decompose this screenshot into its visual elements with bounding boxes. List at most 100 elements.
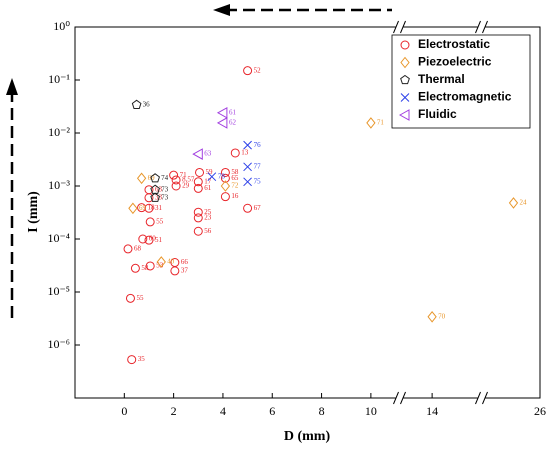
y-tick-label: 10⁰: [53, 19, 70, 33]
y-tick-label: 10⁻⁴: [47, 231, 70, 245]
axis-break: [477, 392, 486, 404]
point: [137, 203, 147, 213]
point-label: 65: [231, 174, 239, 182]
point-label: 58: [231, 168, 239, 176]
legend-marker: [398, 109, 410, 121]
point-label: 37: [181, 267, 189, 275]
point: [156, 256, 166, 268]
point-label: 63: [204, 150, 212, 158]
point: [193, 207, 203, 217]
point: [216, 106, 228, 119]
point: [123, 244, 133, 254]
point: [366, 117, 376, 129]
point-label: 17: [204, 177, 212, 185]
axis-break: [395, 21, 404, 33]
point-label: 56: [204, 227, 212, 235]
legend-label: Piezoelectric: [418, 55, 492, 69]
point-label: 31: [155, 204, 163, 212]
axis-break: [393, 391, 399, 405]
point: [243, 162, 252, 172]
point: [220, 180, 231, 192]
x-tick-label: 4: [220, 404, 226, 418]
point: [230, 148, 240, 158]
point: [138, 234, 148, 244]
point-label: 74: [161, 174, 169, 182]
point-label: 8,57: [182, 176, 195, 184]
point: [220, 192, 230, 202]
point-label: 40: [167, 257, 175, 265]
point-label: 73: [161, 193, 169, 201]
legend-label: Electrostatic: [418, 37, 490, 51]
point: [125, 293, 135, 303]
x-tick-label: 6: [269, 404, 275, 418]
point-label: 66: [181, 258, 189, 266]
x-tick-label: 2: [171, 404, 177, 418]
legend-marker: [400, 93, 410, 102]
x-tick-label: 8: [319, 404, 325, 418]
legend-marker: [400, 74, 410, 85]
axis-break: [400, 391, 406, 405]
point-label: 72: [231, 182, 239, 190]
axis-break: [475, 20, 481, 34]
point-label: 35: [138, 355, 146, 363]
y-tick-label: 10⁻¹: [48, 72, 70, 86]
point: [131, 99, 142, 109]
point: [144, 235, 154, 245]
point-label: 62: [229, 119, 237, 127]
y-tick-label: 10⁻²: [48, 125, 70, 139]
y-tick-label: 10⁻⁵: [47, 284, 70, 298]
point: [136, 172, 147, 185]
axis-break: [400, 20, 406, 34]
legend-label: Electromagnetic: [418, 90, 512, 104]
point: [144, 193, 154, 203]
point-label: 61: [204, 184, 212, 192]
point-label: 75: [254, 177, 261, 185]
point-label: 71: [180, 171, 188, 179]
point-label: 70: [438, 312, 446, 320]
legend-box: [391, 34, 531, 129]
point-label: 23: [204, 214, 212, 222]
arrow-top: [213, 4, 392, 16]
point-label: 73: [161, 185, 169, 193]
point: [508, 197, 519, 209]
point-label: 51: [155, 236, 163, 244]
y-tick-label: 10⁻⁶: [47, 337, 70, 351]
point: [243, 66, 253, 76]
point: [193, 226, 203, 236]
point: [220, 167, 230, 177]
legend-label: Fluidic: [418, 107, 457, 121]
point-label: 61: [229, 108, 237, 116]
point-label: 58: [141, 264, 149, 272]
point-label: 71: [377, 119, 385, 127]
point: [169, 170, 179, 180]
point: [145, 217, 155, 227]
point: [150, 192, 160, 202]
point-label: 25: [204, 208, 212, 216]
x-axis-label: D (mm): [284, 429, 331, 444]
point-label: 55: [156, 218, 164, 226]
x-tick-label: 26: [534, 404, 546, 418]
legend-marker: [400, 40, 410, 50]
point-label: 24: [519, 199, 527, 207]
x-tick-label: 0: [121, 404, 127, 418]
axis-break: [395, 392, 404, 404]
y-axis-label: I (mm): [26, 191, 41, 233]
point-label: 77: [254, 162, 261, 170]
point: [193, 213, 203, 223]
point-label: 18: [148, 203, 156, 211]
point: [193, 183, 203, 193]
plot-frame: [74, 26, 541, 399]
point-label: 55: [136, 294, 144, 302]
point: [170, 266, 180, 276]
point: [171, 181, 181, 191]
point: [144, 203, 154, 213]
point-label: 67: [254, 204, 261, 212]
point: [195, 167, 205, 177]
point: [127, 355, 137, 365]
point: [220, 173, 230, 183]
arrow-left: [6, 78, 18, 318]
point-label: 78: [218, 172, 226, 180]
point: [128, 202, 138, 215]
x-tick-label: 10: [365, 404, 377, 418]
